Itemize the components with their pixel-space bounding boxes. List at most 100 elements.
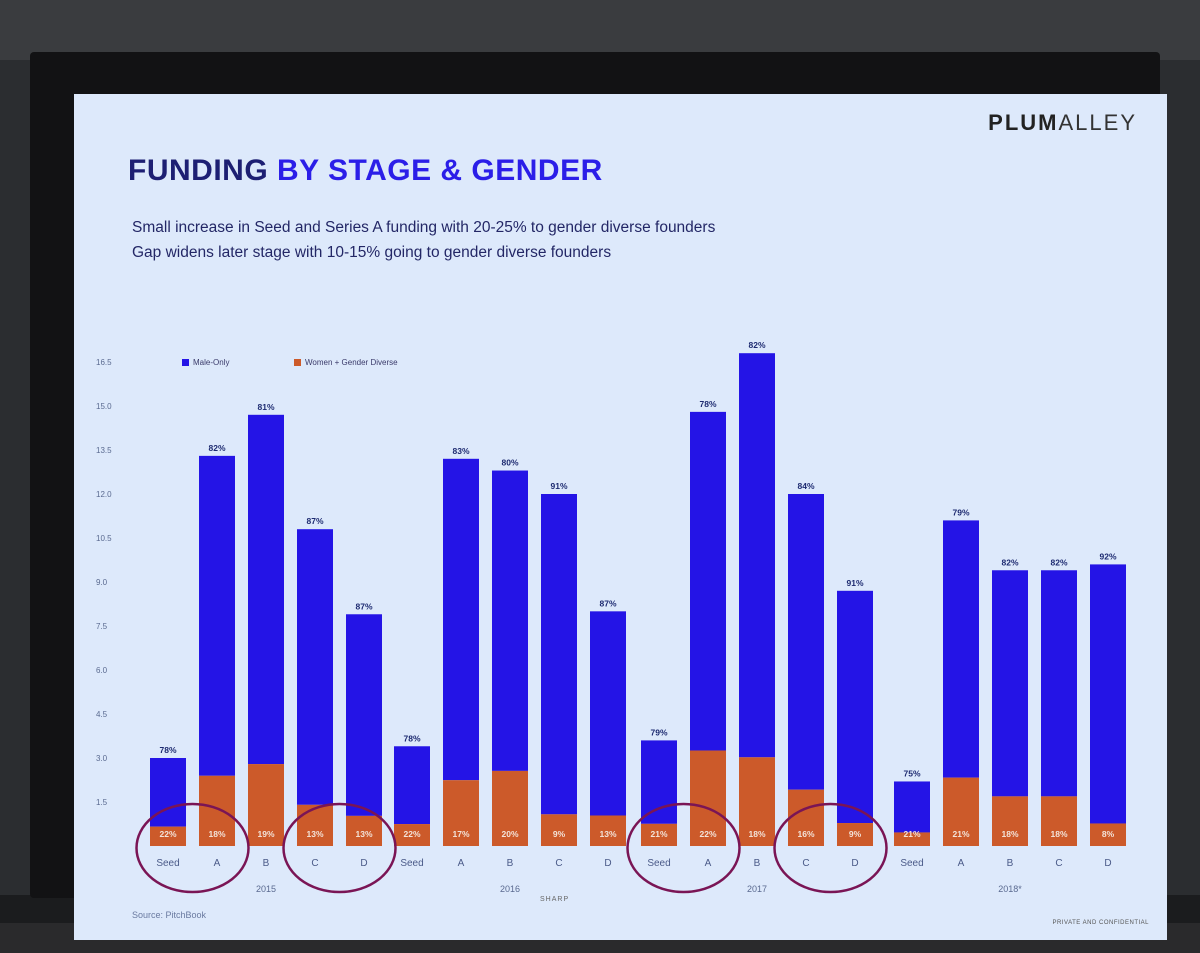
bar-male-2015-D (346, 614, 382, 816)
plum-alley-logo: PLUMALLEY (988, 110, 1137, 135)
data-label-male: 75% (903, 768, 920, 778)
x-tick-label: A (958, 858, 965, 869)
bar-female-2017-A (690, 750, 726, 846)
x-tick-label: C (311, 858, 318, 869)
bar-male-2018*-B (992, 570, 1028, 797)
bar-male-2015-B (248, 414, 284, 765)
bar-male-2018*-D (1090, 564, 1126, 824)
data-label-female: 21% (952, 829, 969, 839)
y-tick-label: 13.5 (96, 446, 112, 455)
bar-male-2018*-Seed (894, 781, 930, 833)
y-tick-label: 10.5 (96, 534, 112, 543)
y-tick-label: 12.0 (96, 490, 112, 499)
bar-male-2017-A (690, 411, 726, 751)
data-label-male: 82% (1050, 557, 1067, 567)
x-tick-label: Seed (400, 858, 423, 869)
data-label-female: 17% (452, 829, 469, 839)
data-label-male: 81% (257, 402, 274, 412)
data-label-male: 91% (846, 578, 863, 588)
data-label-male: 78% (699, 399, 716, 409)
data-label-male: 82% (1001, 557, 1018, 567)
subtitle-line-1: Small increase in Seed and Series A fund… (132, 219, 716, 236)
bar-male-2015-C (297, 529, 333, 805)
confidential-note: PRIVATE AND CONFIDENTIAL (1052, 920, 1149, 926)
x-tick-label: B (754, 858, 761, 869)
data-label-female: 21% (903, 829, 920, 839)
bar-female-2015-D (346, 815, 382, 846)
background-wall (0, 0, 1200, 60)
bar-male-2016-B (492, 470, 528, 771)
bar-male-2017-C (788, 494, 824, 790)
data-label-female: 18% (748, 829, 765, 839)
group-year-label: 2018* (998, 884, 1022, 894)
bar-female-2016-A (443, 780, 479, 846)
x-tick-label: A (705, 858, 712, 869)
data-label-male: 87% (599, 598, 616, 608)
legend-women-gender-diverse: Women + Gender Diverse (294, 358, 398, 367)
group-year-label: 2017 (747, 884, 767, 894)
y-tick-label: 9.0 (96, 578, 108, 587)
data-label-female: 9% (849, 829, 862, 839)
annotation-circle (282, 802, 397, 894)
x-tick-label: D (851, 858, 858, 869)
data-label-male: 79% (952, 507, 969, 517)
x-tick-label: B (1007, 858, 1014, 869)
bar-male-2017-D (837, 590, 873, 824)
x-tick-label: B (507, 858, 514, 869)
data-label-male: 78% (403, 733, 420, 743)
bar-female-2015-A (199, 775, 235, 846)
x-tick-label: Seed (900, 858, 923, 869)
presentation-slide: PLUMALLEY FUNDING BY STAGE & GENDER Smal… (74, 94, 1167, 940)
y-tick-label: 3.0 (96, 754, 108, 763)
group-year-label: 2015 (256, 884, 276, 894)
y-tick-label: 4.5 (96, 710, 108, 719)
x-tick-label: Seed (647, 858, 670, 869)
bar-female-2015-Seed (150, 826, 186, 846)
data-label-female: 18% (208, 829, 225, 839)
bar-female-2017-C (788, 789, 824, 846)
bar-female-2018*-A (943, 777, 979, 846)
y-tick-label: 1.5 (96, 798, 108, 807)
bar-male-2018*-C (1041, 570, 1077, 797)
x-tick-label: C (555, 858, 562, 869)
bar-female-2018*-B (992, 796, 1028, 846)
x-tick-label: C (802, 858, 809, 869)
data-label-female: 22% (159, 829, 176, 839)
data-label-female: 18% (1001, 829, 1018, 839)
x-tick-label: B (263, 858, 270, 869)
bar-male-2017-Seed (641, 740, 677, 824)
x-tick-label: A (214, 858, 221, 869)
funding-stacked-bar-chart: 16.5 15.0 13.5 12.0 10.5 9.0 7.5 6.0 4.5 3.0 1.5 78… (96, 340, 1126, 894)
data-label-male: 79% (650, 727, 667, 737)
y-tick-label: 16.5 (96, 358, 112, 367)
x-tick-label: A (458, 858, 465, 869)
bar-female-2017-B (739, 757, 775, 846)
monitor-brand: SHARP (540, 896, 570, 903)
legend-swatch-male (182, 359, 189, 366)
x-tick-label: D (1104, 858, 1111, 869)
data-label-male: 84% (797, 481, 814, 491)
annotation-circle (626, 802, 741, 894)
data-label-male: 80% (501, 458, 518, 468)
data-label-female: 9% (553, 829, 566, 839)
bar-female-2018*-Seed (894, 832, 930, 846)
data-label-male: 91% (550, 481, 567, 491)
data-label-female: 13% (599, 829, 616, 839)
x-tick-label: D (360, 858, 367, 869)
x-tick-label: C (1055, 858, 1062, 869)
bar-female-2016-C (541, 814, 577, 846)
legend-label-male: Male-Only (193, 358, 230, 367)
data-label-male: 82% (748, 340, 765, 350)
legend-label-female: Women + Gender Diverse (305, 358, 398, 367)
x-tick-label: Seed (156, 858, 179, 869)
legend-male-only: Male-Only (182, 358, 229, 367)
bar-male-2016-A (443, 458, 479, 781)
data-label-male: 82% (208, 443, 225, 453)
y-tick-label: 6.0 (96, 666, 108, 675)
bar-female-2015-C (297, 804, 333, 846)
data-label-male: 83% (452, 446, 469, 456)
annotation-circle (135, 802, 250, 894)
legend-swatch-female (294, 359, 301, 366)
data-label-male: 92% (1099, 551, 1116, 561)
y-tick-label: 7.5 (96, 622, 108, 631)
